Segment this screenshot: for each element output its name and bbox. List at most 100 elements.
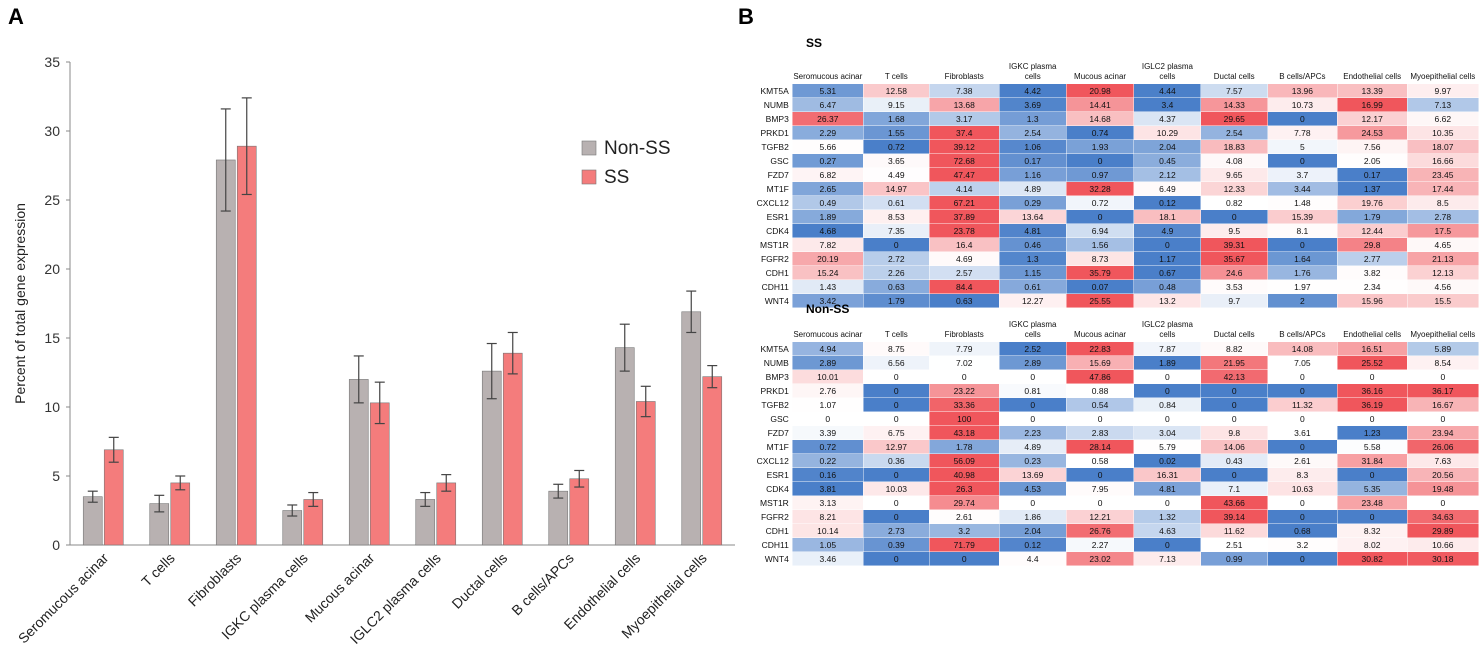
heatmap-cell: 1.89 — [1133, 355, 1202, 370]
heatmap-cell: 0.45 — [1133, 153, 1202, 168]
heatmap-cell: 3.7 — [1267, 167, 1338, 182]
heatmap-cell: 21.95 — [1200, 355, 1268, 370]
bar-chart: 0 5 10 15 20 25 30 35 Percent of total gene expr… — [12, 54, 735, 647]
heatmap-corner — [742, 314, 792, 342]
heatmap-row: CXCL12 0.49 0.61 67.21 0.29 0.72 0.12 0.82 1.48 1… — [742, 195, 1479, 210]
heatmap-cell: 7.87 — [1133, 341, 1202, 356]
heatmap-cell: 36.19 — [1336, 397, 1408, 412]
heatmap-cell: 1.55 — [862, 125, 930, 140]
bar-non-ss — [215, 159, 236, 546]
heatmap-cell: 4.42 — [998, 83, 1067, 98]
heatmap-cell: 2.51 — [1200, 537, 1268, 552]
heatmap-cell: 12.33 — [1200, 181, 1268, 196]
heatmap-cell: 26.76 — [1065, 523, 1135, 538]
heatmap-cell: 6.75 — [862, 425, 930, 440]
heatmap-cell: 18.83 — [1200, 139, 1268, 154]
heatmap-cell: 3.65 — [862, 153, 930, 168]
heatmap-cell: 0.84 — [1133, 397, 1202, 412]
bar-non-ss — [614, 347, 635, 546]
heatmap-cell: 20.98 — [1065, 83, 1135, 98]
heatmap-column-header: Seromucous acinar — [793, 72, 863, 81]
heatmap-row-label: BMP3 — [765, 371, 789, 382]
heatmap-cell: 29.8 — [1336, 237, 1408, 252]
heatmap-cell: 11.62 — [1200, 523, 1268, 538]
heatmap-row: CDH1 10.14 2.73 3.2 2.04 26.76 4.63 11.62 0.68 8.… — [742, 523, 1479, 538]
heatmap-cell: 16.31 — [1133, 467, 1202, 482]
heatmap-row: CXCL12 0.22 0.36 56.09 0.23 0.58 0.02 0.43 2.61 3… — [742, 453, 1479, 468]
heatmap-cell: 29.65 — [1200, 111, 1268, 126]
y-tick-label: 10 — [44, 399, 60, 415]
heatmap-cell: 23.22 — [928, 383, 1000, 398]
heatmap-cell: 0 — [1406, 495, 1479, 510]
heatmap-cell: 25.52 — [1336, 355, 1408, 370]
heatmap-cell: 0 — [1267, 237, 1338, 252]
heatmap-cell: 56.09 — [928, 453, 1000, 468]
heatmap-cell: 28.14 — [1065, 439, 1135, 454]
heatmap-cell: 8.32 — [1336, 523, 1408, 538]
heatmap-cell: 23.45 — [1406, 167, 1479, 182]
heatmap-cell: 0.82 — [1200, 195, 1268, 210]
heatmap-cell: 8.3 — [1267, 467, 1338, 482]
heatmap-cell: 10.66 — [1406, 537, 1479, 552]
heatmap-column-header: Endothelial cells — [1343, 72, 1402, 81]
heatmap-cell: 21.13 — [1406, 251, 1479, 266]
heatmap-cell: 9.5 — [1200, 223, 1268, 238]
bar-ss — [236, 145, 257, 546]
heatmap-cell: 9.65 — [1200, 167, 1268, 182]
heatmap-cell: 32.28 — [1065, 181, 1135, 196]
heatmap-cell: 1.32 — [1133, 509, 1202, 524]
heatmap-cell: 0 — [1267, 495, 1338, 510]
heatmap-cell: 6.62 — [1406, 111, 1479, 126]
heatmap-cell: 2.04 — [998, 523, 1067, 538]
heatmap-cell: 0.63 — [928, 293, 1000, 308]
heatmap-cell: 1.93 — [1065, 139, 1135, 154]
heatmap-column-header: Ductal cells — [1213, 72, 1255, 81]
bar-non-ss — [348, 379, 369, 546]
heatmap-row-label: TGFB2 — [761, 141, 789, 152]
heatmap-cell: 3.81 — [791, 481, 864, 496]
heatmap-row: TGFB2 1.07 0 33.36 0 0.54 0.84 0 11.32 36.19 16.67 — [742, 397, 1479, 412]
heatmap-row: NUMB 6.47 9.15 13.68 3.69 14.41 3.4 14.33 10.73 1… — [742, 97, 1479, 112]
heatmap-cell: 0.17 — [998, 153, 1067, 168]
heatmap-cell: 2.76 — [791, 383, 864, 398]
heatmap-cell: 6.47 — [791, 97, 864, 112]
heatmap-row: KMT5A 5.31 12.58 7.38 4.42 20.98 4.44 7.57 13.96… — [742, 83, 1479, 98]
heatmap-cell: 47.86 — [1065, 369, 1135, 384]
heatmap-cell: 8.5 — [1406, 195, 1479, 210]
heatmap-cell: 7.95 — [1065, 481, 1135, 496]
x-tick-label: T cells — [138, 550, 178, 590]
heatmap-cell: 10.35 — [1406, 125, 1479, 140]
heatmap-cell: 0.72 — [862, 139, 930, 154]
heatmap-cell: 0 — [1336, 509, 1408, 524]
heatmap-cell: 3.17 — [928, 111, 1000, 126]
heatmap-cell: 1.06 — [998, 139, 1067, 154]
heatmap-cell: 19.76 — [1336, 195, 1408, 210]
heatmap-cell: 4.14 — [928, 181, 1000, 196]
heatmap-cell: 2.26 — [862, 265, 930, 280]
heatmap-cell: 12.13 — [1406, 265, 1479, 280]
heatmap-row: FGFR2 8.21 0 2.61 1.86 12.21 1.32 39.14 0 0 34.63 — [742, 509, 1479, 524]
heatmap-cell: 0.58 — [1065, 453, 1135, 468]
heatmap-cell: 0.39 — [862, 537, 930, 552]
y-tick-label: 0 — [52, 537, 60, 553]
heatmap-column-header: T cells — [884, 72, 908, 81]
heatmap-cell: 0 — [1267, 369, 1338, 384]
heatmap-column-header: Mucous acinar — [1074, 72, 1127, 81]
heatmap-row: MT1F 0.72 12.97 1.78 4.89 28.14 5.79 14.06 0 5.58… — [742, 439, 1479, 454]
heatmap-row-label: CDK4 — [766, 483, 789, 494]
heatmap-row: WNT4 3.46 0 0 4.4 23.02 7.13 0.99 0 30.82 30.18 — [742, 551, 1479, 566]
heatmap-row: FZD7 6.82 4.49 47.47 1.16 0.97 2.12 9.65 3.7 0.17… — [742, 167, 1479, 182]
bar-ss — [170, 482, 191, 546]
heatmap-cell: 1.48 — [1267, 195, 1338, 210]
heatmap-row: KMT5A 4.94 8.75 7.79 2.52 22.83 7.87 8.82 14.08 1… — [742, 341, 1479, 356]
heatmap-cell: 0.17 — [1336, 167, 1408, 182]
heatmap-cell: 5.89 — [1406, 341, 1479, 356]
heatmap-row-label: KMT5A — [760, 85, 789, 96]
heatmap-row-label: MT1F — [766, 183, 789, 194]
heatmap-cell: 0 — [1133, 237, 1202, 252]
heatmap-row-label: FGFR2 — [760, 511, 789, 522]
heatmap-cell: 0.63 — [862, 279, 930, 294]
heatmap-cell: 40.98 — [928, 467, 1000, 482]
heatmap-cell: 8.02 — [1336, 537, 1408, 552]
heatmap-column-header: Seromucous acinar — [793, 330, 863, 339]
